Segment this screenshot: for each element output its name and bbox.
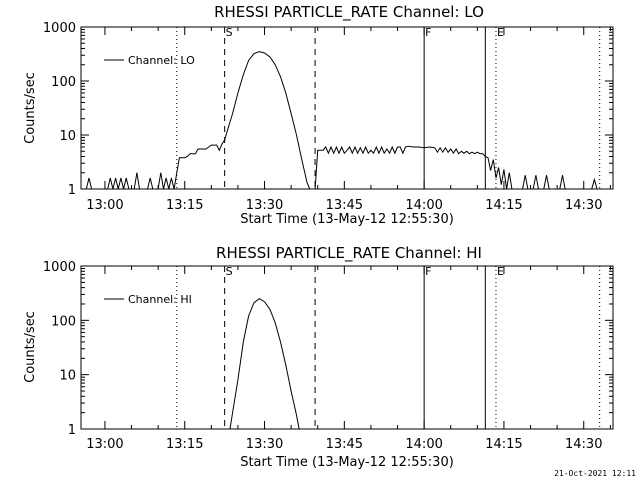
y-tick-label: 100 xyxy=(51,314,76,329)
y-tick-label: 1 xyxy=(68,423,76,438)
x-tick-label: 13:00 xyxy=(86,437,123,452)
legend-label-hi: Channel: HI xyxy=(128,293,192,306)
x-tick-label: 13:45 xyxy=(326,198,363,213)
chart-title-lo: RHESSI PARTICLE_RATE Channel: LO xyxy=(214,3,484,22)
x-tick-label: 14:00 xyxy=(405,437,442,452)
panel-hi: RHESSI PARTICLE_RATE Channel: HI Counts/… xyxy=(23,244,614,470)
x-tick-label: 14:15 xyxy=(485,198,522,213)
time-marker-label: F xyxy=(425,26,431,39)
x-tick-label: 13:15 xyxy=(166,198,203,213)
x-tick-label: 14:00 xyxy=(405,198,442,213)
plot-frame-lo xyxy=(80,26,614,190)
series-line-hi xyxy=(229,298,300,430)
time-marker-label: E xyxy=(497,26,504,39)
y-tick-label: 100 xyxy=(51,75,76,90)
y-tick-label: 10 xyxy=(59,369,76,384)
time-marker-label: S xyxy=(226,26,233,39)
x-tick-label: 14:30 xyxy=(565,437,602,452)
time-marker-label: E xyxy=(497,265,504,278)
y-tick-label: 1000 xyxy=(43,260,76,275)
x-tick-label: 14:30 xyxy=(565,198,602,213)
y-axis-label-lo: Counts/sec xyxy=(23,72,38,144)
footer-timestamp: 21-Oct-2021 12:11 xyxy=(554,469,636,478)
panel-lo: RHESSI PARTICLE_RATE Channel: LO Counts/… xyxy=(23,3,614,227)
time-marker-label: S xyxy=(226,265,233,278)
series-line-lo xyxy=(85,51,598,190)
axis-ticks-hi: 1 10 100 1000 13:00 13:15 13:30 13:45 14:00 14:15… xyxy=(43,260,613,452)
time-marker-label: F xyxy=(425,265,431,278)
axis-ticks-lo: 1 10 100 1000 13:00 13:15 13:30 13:45 14:00 14:15… xyxy=(43,21,613,213)
x-tick-label: 13:30 xyxy=(246,198,283,213)
x-axis-label-lo: Start Time (13-May-12 12:55:30) xyxy=(240,212,454,227)
y-tick-label: 1 xyxy=(68,183,76,198)
plot-frame-hi xyxy=(80,265,614,430)
x-tick-label: 14:15 xyxy=(485,437,522,452)
x-tick-label: 13:30 xyxy=(246,437,283,452)
y-tick-label: 1000 xyxy=(43,21,76,36)
y-tick-label: 10 xyxy=(59,129,76,144)
x-tick-label: 13:00 xyxy=(86,198,123,213)
y-axis-label-hi: Counts/sec xyxy=(23,311,38,383)
chart-title-hi: RHESSI PARTICLE_RATE Channel: HI xyxy=(216,244,482,263)
x-tick-label: 13:45 xyxy=(326,437,363,452)
legend-label-lo: Channel: LO xyxy=(128,54,195,67)
x-axis-label-hi: Start Time (13-May-12 12:55:30) xyxy=(240,455,454,470)
x-tick-label: 13:15 xyxy=(166,437,203,452)
